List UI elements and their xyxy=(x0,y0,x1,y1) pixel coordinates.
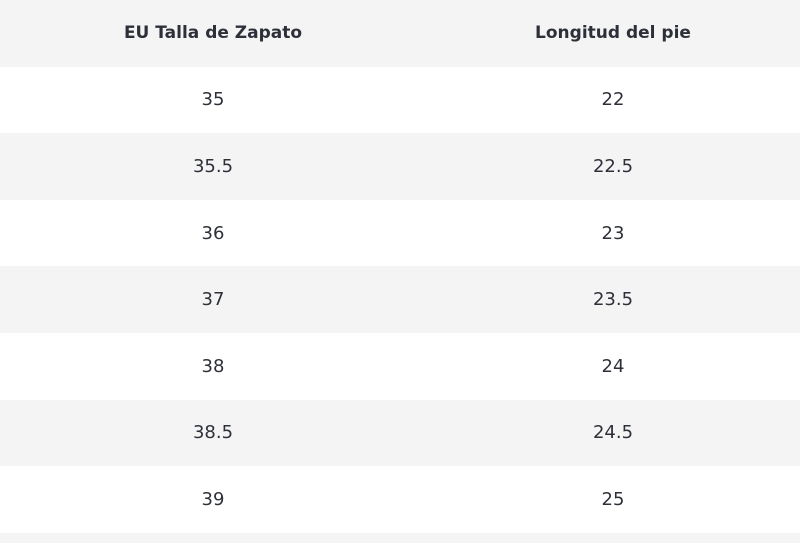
table-cell: 38 xyxy=(201,355,225,377)
table-cell: 25 xyxy=(601,488,625,510)
table-row: 38 24 xyxy=(0,333,800,400)
table-row: 38.5 24.5 xyxy=(0,399,800,467)
table-cell: 38.5 xyxy=(192,422,234,444)
table-row: 35.5 22.5 xyxy=(0,133,800,200)
table-cell: 23 xyxy=(601,222,625,244)
table-cell: 39 xyxy=(201,488,225,510)
table-row: 37 23.5 xyxy=(0,266,800,333)
row-edge xyxy=(0,532,800,543)
header-row: EU Talla de Zapato Longitud del pie xyxy=(0,0,800,67)
table-row: 39 25 xyxy=(0,466,800,533)
header-cell: Longitud del pie xyxy=(535,23,691,44)
table-cell: 37 xyxy=(201,289,225,311)
table-cell: 35.5 xyxy=(192,155,234,177)
table-cell: 35 xyxy=(201,89,225,111)
table-cell: 24 xyxy=(601,355,625,377)
table-row: 36 23 xyxy=(0,200,800,267)
table-cell: 24.5 xyxy=(592,422,634,444)
table-cell: 23.5 xyxy=(592,289,634,311)
table-cell: 22.5 xyxy=(592,155,634,177)
table-cell: 36 xyxy=(201,222,225,244)
table-row: 35 22 xyxy=(0,67,800,134)
table-cell: 22 xyxy=(601,89,625,111)
header-cell: EU Talla de Zapato xyxy=(123,23,303,44)
